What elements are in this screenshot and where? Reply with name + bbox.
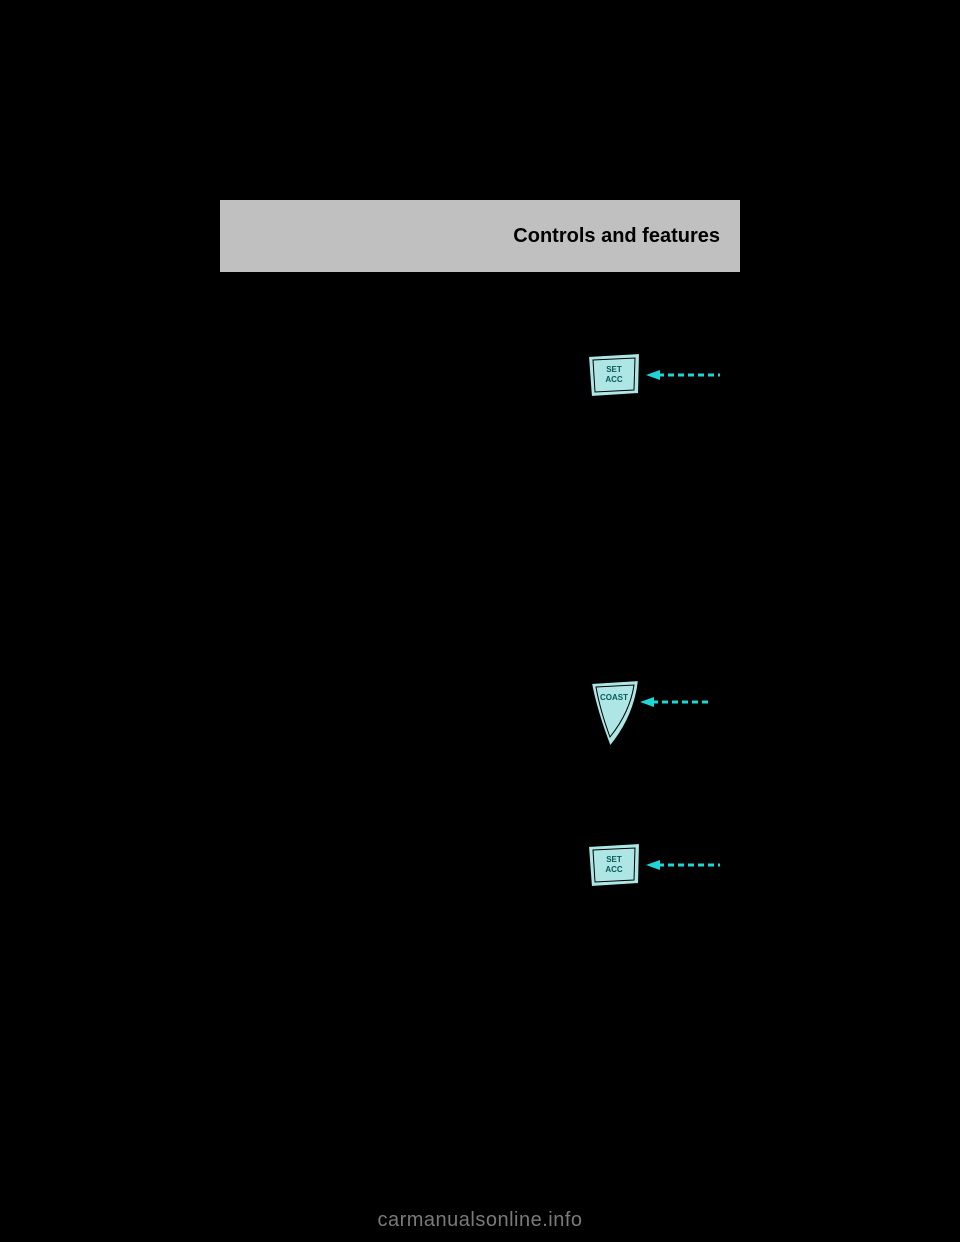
- button-text-line2: ACC: [605, 375, 623, 384]
- figure-set-acc-bottom: SET ACC: [560, 790, 740, 950]
- hatch-top: [586, 804, 639, 832]
- coast-button: [591, 680, 639, 747]
- header-bar: Controls and features: [220, 200, 740, 272]
- page-title: Controls and features: [513, 225, 720, 248]
- hatch-top: [586, 596, 639, 624]
- button-text: COAST: [600, 693, 628, 702]
- hatch-top: [586, 314, 639, 342]
- pointer-arrow: [646, 370, 720, 380]
- pointer-arrow: [640, 697, 710, 707]
- watermark-text: carmanualsonline.info: [377, 1209, 582, 1232]
- figure-set-acc-top: SET ACC: [560, 300, 740, 460]
- button-text-line1: SET: [606, 855, 622, 864]
- button-text-line1: SET: [606, 365, 622, 374]
- figure-coast: COAST: [560, 582, 740, 752]
- button-text-line2: ACC: [605, 865, 623, 874]
- hatch-middle: [589, 640, 640, 674]
- pointer-arrow: [646, 860, 720, 870]
- divider-top: [588, 634, 640, 637]
